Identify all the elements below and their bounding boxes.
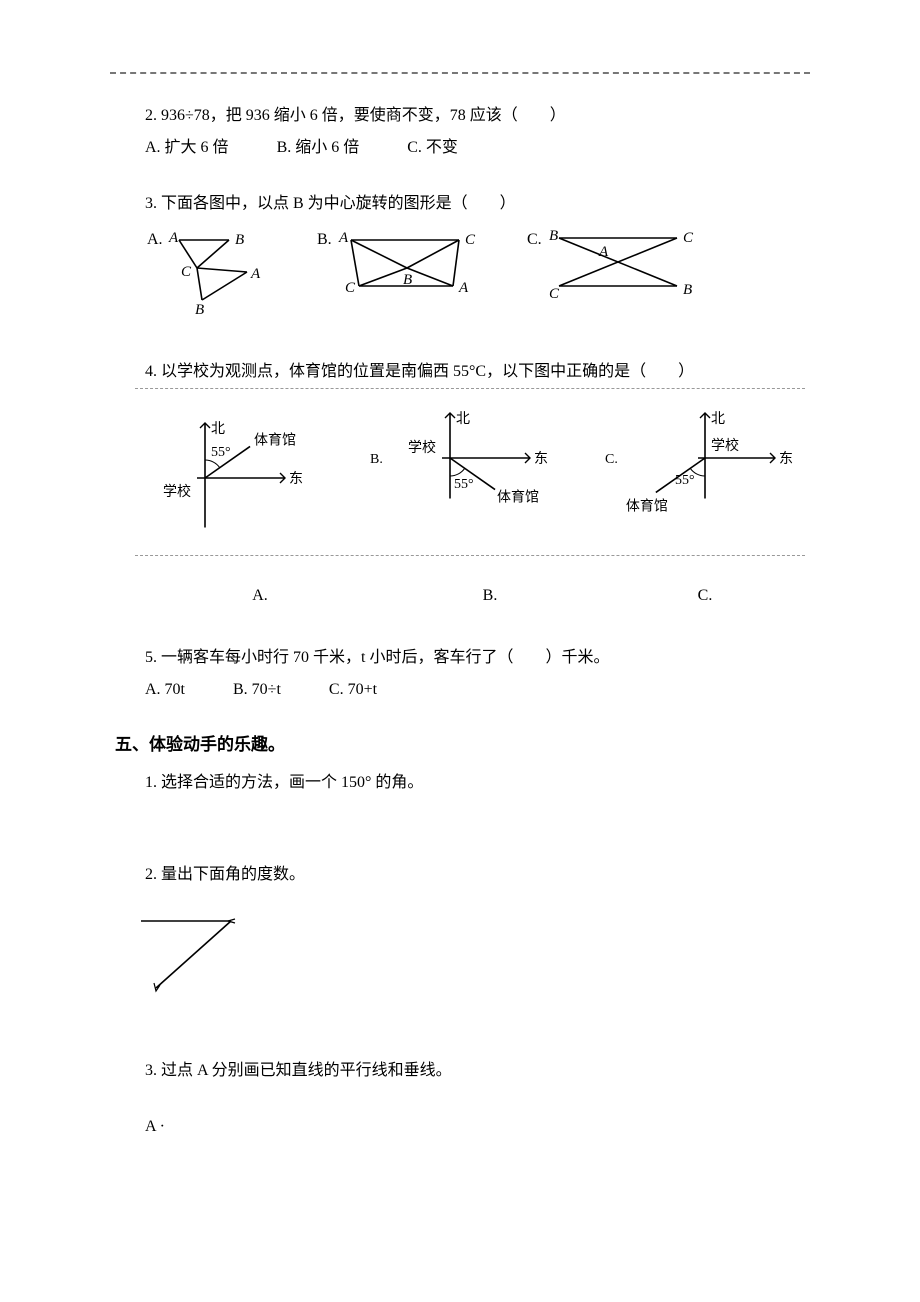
q4-fig-b: 北东 55° 体育馆 学校 B. xyxy=(360,403,580,545)
svg-text:55°: 55° xyxy=(675,473,695,488)
q5-options: A. 70t B. 70÷t C. 70+t xyxy=(115,674,805,706)
svg-text:学校: 学校 xyxy=(408,439,436,456)
q2-text: 2. 936÷78，把 936 缩小 6 倍，要使商不变，78 应该（ ） xyxy=(115,100,805,132)
svg-text:C: C xyxy=(549,286,560,302)
q3-text: 3. 下面各图中，以点 B 为中心旋转的图形是（ ） xyxy=(115,188,805,220)
svg-text:B: B xyxy=(549,230,558,244)
svg-text:B.: B. xyxy=(317,231,332,248)
q3-diagrams: A B C A B A. A C C B A B. B C A C B C. xyxy=(145,230,805,332)
q5-opt-a: A. 70t xyxy=(145,674,185,706)
s5-q1: 1. 选择合适的方法，画一个 150° 的角。 xyxy=(115,767,805,799)
q4-fig-c: 北东 55° 体育馆 学校 C. xyxy=(585,403,805,545)
svg-text:A: A xyxy=(598,244,609,260)
q3-fig-b: A C C B A B. xyxy=(315,230,485,332)
q4-label-c: C. xyxy=(605,580,805,612)
q3-fig-a: A B C A B A. xyxy=(145,230,275,332)
svg-text:东: 东 xyxy=(289,471,303,487)
q3-fig-c: B C A C B C. xyxy=(525,230,695,332)
svg-text:55°: 55° xyxy=(454,477,474,492)
q4-labels: A. B. C. xyxy=(115,580,805,612)
svg-text:东: 东 xyxy=(779,451,793,467)
svg-text:C.: C. xyxy=(527,231,542,248)
q5-text: 5. 一辆客车每小时行 70 千米，t 小时后，客车行了（ ）千米。 xyxy=(115,642,805,674)
q3: 3. 下面各图中，以点 B 为中心旋转的图形是（ ） ABCABA. ACCBA… xyxy=(115,188,805,332)
svg-text:学校: 学校 xyxy=(711,437,739,454)
q4-label-b: B. xyxy=(375,580,605,612)
q4-label-a: A. xyxy=(145,580,375,612)
svg-text:A: A xyxy=(338,230,349,246)
svg-text:A: A xyxy=(168,230,179,246)
svg-text:B.: B. xyxy=(370,452,383,467)
svg-text:北: 北 xyxy=(711,411,725,427)
section-5-title: 五、体验动手的乐趣。 xyxy=(115,730,805,755)
s5-q3: 3. 过点 A 分别画已知直线的平行线和垂线。 A · xyxy=(115,1055,805,1143)
q4-diagrams: 北东55°体育馆学校 北东55°体育馆学校B. 北东55°体育馆学校C. xyxy=(135,403,805,545)
svg-text:北: 北 xyxy=(456,411,470,427)
s5-q1-text: 1. 选择合适的方法，画一个 150° 的角。 xyxy=(115,767,805,799)
svg-text:体育馆: 体育馆 xyxy=(254,432,296,448)
q4-figure-box: 北东55°体育馆学校 北东55°体育馆学校B. 北东55°体育馆学校C. xyxy=(135,388,805,556)
svg-text:A: A xyxy=(458,280,469,296)
q5: 5. 一辆客车每小时行 70 千米，t 小时后，客车行了（ ）千米。 A. 70… xyxy=(115,642,805,706)
svg-text:学校: 学校 xyxy=(163,483,191,500)
q2-opt-b: B. 缩小 6 倍 xyxy=(277,132,360,164)
point-a-label: A · xyxy=(115,1111,805,1143)
s5-q2: 2. 量出下面角的度数。 xyxy=(115,859,805,1005)
svg-text:北: 北 xyxy=(211,421,225,437)
svg-text:B: B xyxy=(235,232,244,248)
angle-figure xyxy=(131,903,805,1005)
q2-options: A. 扩大 6 倍 B. 缩小 6 倍 C. 不变 xyxy=(115,132,805,164)
svg-text:C.: C. xyxy=(605,452,618,467)
q2-opt-c: C. 不变 xyxy=(407,132,458,164)
svg-text:东: 东 xyxy=(534,451,548,467)
q5-opt-c: C. 70+t xyxy=(329,674,377,706)
q5-opt-b: B. 70÷t xyxy=(233,674,281,706)
q2: 2. 936÷78，把 936 缩小 6 倍，要使商不变，78 应该（ ） A.… xyxy=(115,100,805,164)
section-5: 五、体验动手的乐趣。 1. 选择合适的方法，画一个 150° 的角。 2. 量出… xyxy=(115,730,805,1143)
svg-text:55°: 55° xyxy=(211,445,231,460)
svg-text:C: C xyxy=(181,264,192,280)
s5-q3-text: 3. 过点 A 分别画已知直线的平行线和垂线。 xyxy=(115,1055,805,1087)
q4-fig-a: 北东 55° 体育馆学校 xyxy=(135,403,355,545)
q4-text: 4. 以学校为观测点，体育馆的位置是南偏西 55°C，以下图中正确的是（ ） xyxy=(115,356,805,388)
svg-text:B: B xyxy=(403,272,412,288)
svg-text:B: B xyxy=(683,282,692,298)
q2-opt-a: A. 扩大 6 倍 xyxy=(145,132,229,164)
svg-text:A.: A. xyxy=(147,231,163,248)
svg-text:C: C xyxy=(683,230,694,246)
svg-text:体育馆: 体育馆 xyxy=(626,498,668,514)
svg-text:C: C xyxy=(465,232,476,248)
svg-text:C: C xyxy=(345,280,356,296)
s5-q2-text: 2. 量出下面角的度数。 xyxy=(115,859,805,891)
svg-text:体育馆: 体育馆 xyxy=(497,490,539,506)
q4: 4. 以学校为观测点，体育馆的位置是南偏西 55°C，以下图中正确的是（ ） 北… xyxy=(115,356,805,612)
svg-text:A: A xyxy=(250,266,261,282)
svg-text:B: B xyxy=(195,302,204,318)
